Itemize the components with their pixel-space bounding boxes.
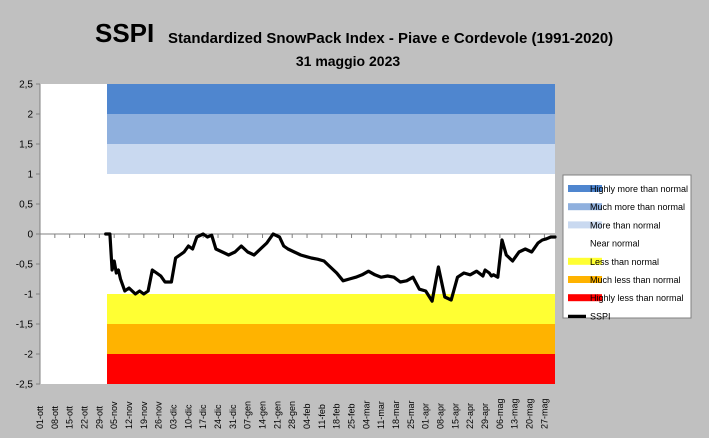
x-tick-label: 28-gen [287, 401, 297, 429]
x-tick-label: 05-nov [109, 401, 119, 429]
y-tick-label: 1 [27, 170, 33, 181]
series-layer [104, 232, 557, 303]
y-tick-label: -0,5 [16, 260, 34, 271]
legend-label-2: More than normal [590, 220, 661, 230]
legend-label-series: SSPI [590, 311, 611, 321]
x-tick-label: 04-feb [302, 403, 312, 429]
legend-swatch-6 [568, 294, 602, 302]
x-tick-label: 01-ott [35, 405, 45, 429]
x-tick-label: 22-apr [465, 403, 475, 429]
legend-label-5: Much less than normal [590, 275, 681, 285]
y-tick-label: 1,5 [19, 140, 33, 151]
x-tick-label: 04-mar [361, 400, 371, 429]
legend-label-4: Less than normal [590, 257, 659, 267]
x-tick-label: 24-dic [213, 404, 223, 429]
y-tick-label: -1,5 [16, 320, 34, 331]
x-tick-label: 27-mag [539, 398, 549, 429]
y-tick-label: 2,5 [19, 80, 33, 91]
x-tick-label: 17-dic [198, 404, 208, 429]
y-tick-label: -2,5 [16, 380, 34, 391]
y-tick-label: 2 [27, 110, 33, 121]
y-tick-label: -1 [24, 290, 33, 301]
legend-label-0: Highly more than normal [590, 184, 688, 194]
x-tick-label: 15-ott [65, 405, 75, 429]
x-tick-label: 26-nov [154, 401, 164, 429]
x-tick-label: 01-apr [421, 403, 431, 429]
x-tick-label: 08-ott [50, 405, 60, 429]
y-tick-label: -2 [24, 350, 33, 361]
x-tick-label: 07-gen [243, 401, 253, 429]
legend: Highly more than normal Much more than no… [562, 174, 692, 321]
band-2 [107, 144, 555, 174]
x-tick-label: 06-mag [495, 398, 505, 429]
x-tick-label: 20-mag [525, 398, 535, 429]
x-tick-label: 08-apr [436, 403, 446, 429]
x-tick-label: 13-mag [510, 398, 520, 429]
x-tick-label: 11-mar [376, 401, 386, 429]
x-tick-label: 21-gen [272, 401, 282, 429]
x-tick-label: 18-feb [332, 403, 342, 429]
x-tick-label: 25-mar [406, 400, 416, 429]
band-1 [107, 114, 555, 144]
x-tick-label: 11-feb [317, 404, 327, 429]
band-6 [107, 354, 555, 384]
band-5 [107, 324, 555, 354]
y-axis: 2,5 2 1,5 1 0,5 0 -0,5 -1 -1,5 -2 -2,5 [16, 80, 41, 391]
x-tick-label: 25-feb [347, 403, 357, 429]
y-tick-label: 0,5 [19, 200, 33, 211]
x-tick-label: 29-ott [94, 405, 104, 429]
x-tick-label: 03-dic [169, 404, 179, 429]
legend-swatch-1 [568, 203, 602, 211]
x-tick-label: 22-ott [80, 405, 90, 429]
x-tick-label: 29-apr [480, 403, 490, 429]
x-tick-label: 10-dic [183, 404, 193, 429]
band-0 [107, 84, 555, 114]
legend-swatch-3 [568, 239, 602, 247]
legend-swatch-2 [568, 221, 602, 229]
legend-swatch-5 [568, 276, 602, 283]
legend-swatch-0 [568, 185, 602, 192]
main-title: SSPI [95, 18, 154, 48]
y-tick-label: 0 [27, 230, 33, 241]
x-tick-label: 14-gen [258, 401, 268, 429]
legend-label-1: Much more than normal [590, 202, 685, 212]
legend-label-3: Near normal [590, 239, 640, 249]
chart-date: 31 maggio 2023 [296, 53, 400, 69]
x-tick-label: 19-nov [139, 401, 149, 429]
legend-swatch-4 [568, 257, 602, 265]
plot-area: 2,5 2 1,5 1 0,5 0 -0,5 -1 -1,5 -2 -2,5 01-ott 08-ot… [16, 80, 557, 429]
x-tick-label: 12-nov [124, 401, 134, 429]
x-axis: 01-ott 08-ott 15-ott 22-ott 29-ott 05-nov 12-n… [35, 233, 555, 429]
band-4 [107, 294, 555, 324]
legend-items: Highly more than normal Much more than no… [568, 184, 688, 321]
series-line-0 [104, 232, 557, 303]
x-tick-label: 15-apr [450, 403, 460, 429]
x-tick-label: 18-mar [391, 400, 401, 429]
x-tick-label: 31-dic [228, 404, 238, 429]
classification-bands [107, 84, 555, 384]
legend-label-6: Highly less than normal [590, 293, 684, 303]
chart-subtitle: Standardized SnowPack Index - Piave e Co… [168, 30, 613, 47]
